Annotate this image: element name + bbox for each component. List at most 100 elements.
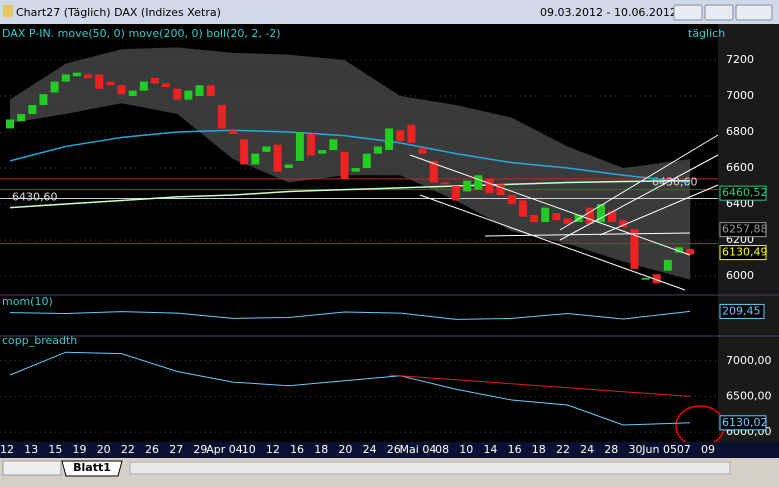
breadth-trend (389, 374, 691, 397)
tab-label[interactable]: Blatt1 (73, 461, 111, 474)
bollinger-band (10, 47, 691, 280)
x-tick-label: 14 (483, 443, 497, 456)
candle (396, 130, 405, 142)
mom-label: mom(10) (2, 295, 53, 308)
y-tick-label: 6000 (726, 269, 754, 282)
x-tick-label: 12 (266, 443, 280, 456)
candle (39, 94, 48, 106)
minimize-button[interactable] (673, 4, 703, 21)
candle (507, 195, 516, 205)
candle (530, 214, 539, 223)
mom-tag-label: 209,45 (722, 304, 761, 317)
ma200-line (9, 179, 691, 209)
candle (596, 204, 605, 223)
x-tick-label: 22 (556, 443, 570, 456)
candle (407, 124, 416, 143)
candle (61, 74, 70, 82)
level-label: 6430,60 (12, 191, 58, 204)
candle (128, 90, 137, 97)
candle (518, 200, 527, 217)
x-tick-label: 10 (242, 443, 256, 456)
x-tick-label: 20 (97, 443, 111, 456)
candle (329, 139, 338, 151)
candle (663, 259, 672, 271)
x-tick-label: 10 (459, 443, 473, 456)
candle (307, 133, 316, 156)
candle (619, 220, 628, 228)
price-tag (719, 222, 767, 238)
x-tick-label: Mai 04 (400, 443, 437, 456)
candle (217, 105, 226, 129)
mom-line (9, 310, 691, 320)
candle (262, 146, 271, 152)
mom-tag (719, 303, 765, 319)
candle (84, 74, 93, 79)
candle (630, 229, 639, 269)
candle (385, 128, 394, 151)
candle (284, 164, 293, 169)
price-tag (719, 185, 767, 201)
candle (240, 139, 249, 165)
candle (474, 175, 483, 190)
x-tick-label: 16 (290, 443, 304, 456)
x-tick-label: 18 (314, 443, 328, 456)
candle (150, 78, 159, 84)
candle (6, 119, 14, 129)
price-tag-label: 6130,49 (722, 246, 768, 259)
candle (295, 132, 304, 161)
candle (485, 178, 494, 194)
maximize-button[interactable] (704, 4, 734, 21)
close-button[interactable] (735, 4, 773, 21)
candle (496, 184, 505, 196)
candle (106, 81, 115, 86)
title-bar (0, 0, 779, 24)
price-panel: 72007000680066006400620060006430,606430,… (0, 47, 768, 284)
x-tick-label: Apr 04 (206, 443, 243, 456)
candle (675, 247, 683, 253)
trend-lines (409, 134, 719, 291)
candle (608, 211, 617, 223)
y-tick-label: 7000,00 (726, 354, 772, 367)
interval-label: täglich (688, 27, 725, 40)
candle (541, 207, 550, 223)
y-tick-label: 6600 (726, 161, 754, 174)
breadth-line (9, 351, 691, 426)
x-tick-label: 28 (604, 443, 618, 456)
candle (50, 81, 59, 93)
scrollbar[interactable] (129, 461, 731, 475)
breadth-tag-label: 6130,02 (722, 416, 768, 429)
x-tick-label: 18 (532, 443, 546, 456)
breadth-label: copp_breadth (2, 334, 77, 347)
candle (206, 85, 215, 97)
y-tick-label: 7000 (726, 89, 754, 102)
candle (340, 151, 349, 179)
candle (351, 168, 360, 172)
candle (641, 277, 650, 280)
candle (563, 218, 572, 224)
tab-nav[interactable] (2, 460, 62, 476)
x-tick-label: 24 (580, 443, 594, 456)
candle (139, 81, 148, 91)
y-tick-label: 6800 (726, 125, 754, 138)
candle (686, 249, 695, 255)
x-tick-label: 30 (628, 443, 642, 456)
candle (318, 150, 327, 154)
candle (429, 160, 438, 183)
level-label: 6430,60 (652, 176, 698, 189)
candle (585, 207, 594, 224)
x-tick-label: 15 (48, 443, 62, 456)
breadth-tag (719, 415, 767, 431)
window-title: Chart27 (Täglich) DAX (Indizes Xetra) (16, 6, 221, 19)
x-tick-label: 26 (387, 443, 401, 456)
price-tag (719, 245, 767, 261)
candle (72, 72, 81, 77)
candle (117, 85, 126, 95)
candle (552, 213, 561, 221)
candle (17, 114, 26, 122)
y-tick-label: 7200 (726, 53, 754, 66)
candle (652, 274, 661, 284)
tab[interactable] (61, 460, 123, 477)
candle (95, 74, 104, 89)
x-tick-label: 07 (677, 443, 691, 456)
